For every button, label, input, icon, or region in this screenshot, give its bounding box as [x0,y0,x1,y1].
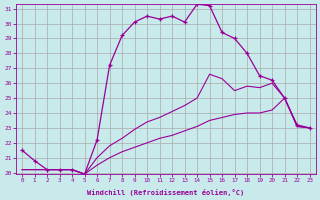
X-axis label: Windchill (Refroidissement éolien,°C): Windchill (Refroidissement éolien,°C) [87,189,244,196]
